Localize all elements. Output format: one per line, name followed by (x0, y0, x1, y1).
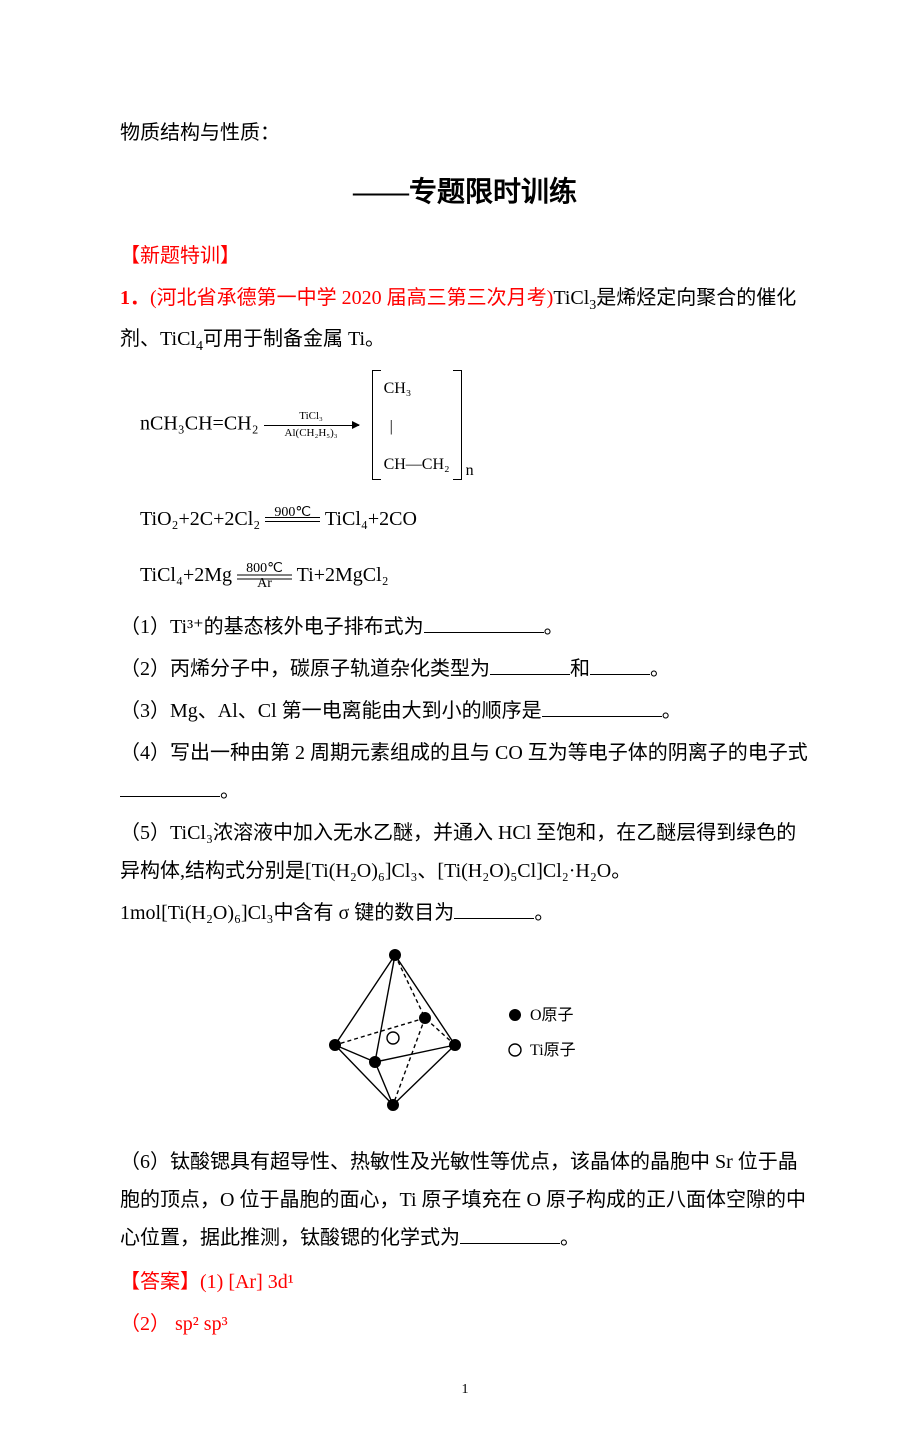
sub-question-1: （1）Ti³⁺的基态核外电子排布式为 。 (120, 608, 810, 646)
poly-top: CH₃ (384, 380, 412, 397)
p5b-end: 。 (534, 902, 554, 924)
document-page: 物质结构与性质： ——专题限时训练 【新题特训】 1．(河北省承德第一中学 20… (0, 0, 920, 1444)
p4-end: 。 (220, 780, 240, 802)
sub-question-2: （2）丙烯分子中，碳原子轨道杂化类型为 和 。 (120, 650, 810, 688)
question-1-intro: 1．(河北省承德第一中学 2020 届高三第三次月考)TiCl3是烯烃定向聚合的… (120, 279, 810, 360)
eq1-catalyst-bot: Al(CH₂H₅)₃ (264, 423, 359, 444)
p2-text: （2）丙烯分子中，碳原子轨道杂化类型为 (120, 658, 490, 680)
blank-6 (460, 1223, 560, 1244)
eq3-right: Ti+2MgCl₂ (297, 564, 389, 586)
answer-label: 【答案】 (120, 1271, 200, 1293)
eq2-right: TiCl₄+2CO (325, 508, 417, 530)
eq3-atmos: Ar (237, 571, 292, 598)
p3-text: （3）Mg、Al、Cl 第一电离能由大到小的顺序是 (120, 700, 542, 722)
answer-line-1: 【答案】(1) [Ar] 3d¹ (120, 1263, 810, 1301)
blank-2a (490, 654, 570, 675)
p2-end: 。 (650, 658, 670, 680)
eq3-left: TiCl₄+2Mg (140, 564, 232, 586)
sub-question-3: （3）Mg、Al、Cl 第一电离能由大到小的顺序是 。 (120, 692, 810, 730)
sub-question-4: （4）写出一种由第 2 周期元素组成的且与 CO 互为等电子体的阴离子的电子式。 (120, 734, 810, 810)
poly-bot: CH—CH₂ (384, 456, 450, 473)
legend-ti-label: Ti原子 (530, 1041, 576, 1059)
blank-5 (454, 898, 534, 919)
poly-vert: | (384, 418, 393, 435)
legend-o-label: O原子 (530, 1006, 574, 1024)
page-title: ——专题限时训练 (120, 166, 810, 219)
p5b-pre: 1mol[Ti(H₂O)₆]Cl₃中含有 σ 键的数目为 (120, 902, 454, 924)
eq2-condition: 900℃ (265, 506, 320, 536)
sub-question-6: （6）钛酸锶具有超导性、热敏性及光敏性等优点，该晶体的晶胞中 Sr 位于晶胞的顶… (120, 1143, 810, 1257)
answer-2a: （2） sp² (120, 1313, 199, 1335)
blank-3 (542, 696, 662, 717)
intro-text-c: 可用于制备金属 Ti。 (203, 328, 385, 350)
page-number: 1 (120, 1377, 810, 1404)
equation-3: TiCl₄+2Mg 800℃ Ar Ti+2MgCl₂ (140, 556, 810, 594)
polymer-block: CH₃ | CH—CH₂ n (370, 368, 464, 482)
blank-4 (120, 776, 220, 797)
eq1-left: nCH₃CH=CH₂ (140, 413, 259, 435)
p6-end: 。 (560, 1227, 580, 1249)
eq1-arrow: TiCl₃ Al(CH₂H₅)₃ (264, 410, 359, 440)
answer-2b: sp³ (199, 1313, 228, 1335)
eq3-condition: 800℃ Ar (237, 562, 292, 592)
blank-2b (590, 654, 650, 675)
octahedron-diagram: O原子 Ti原子 (120, 940, 810, 1133)
p1-text: （1）Ti³⁺的基态核外电子排布式为 (120, 616, 424, 638)
p2-mid: 和 (570, 658, 590, 680)
answer-1: (1) [Ar] 3d¹ (200, 1271, 294, 1293)
question-number: 1． (120, 287, 150, 309)
p4-text: （4）写出一种由第 2 周期元素组成的且与 CO 互为等电子体的阴离子的电子式 (120, 742, 808, 764)
blank-1 (424, 612, 544, 633)
poly-sub-n: n (466, 456, 474, 486)
equation-2: TiO₂+2C+2Cl₂ 900℃ TiCl₄+2CO (140, 500, 810, 538)
p3-end: 。 (662, 700, 682, 722)
header-line: 物质结构与性质： (120, 114, 810, 152)
equation-1: nCH₃CH=CH₂ TiCl₃ Al(CH₂H₅)₃ CH₃ | CH—CH₂… (140, 368, 810, 482)
p1-end: 。 (544, 616, 564, 638)
answer-block: 【答案】(1) [Ar] 3d¹ （2） sp² sp³ (120, 1263, 810, 1343)
answer-line-2: （2） sp² sp³ (120, 1305, 810, 1343)
sub-question-5b: 1mol[Ti(H₂O)₆]Cl₃中含有 σ 键的数目为 。 (120, 894, 810, 932)
sub-question-5a: （5）TiCl₃浓溶液中加入无水乙醚，并通入 HCl 至饱和，在乙醚层得到绿色的… (120, 814, 810, 890)
section-tag: 【新题特训】 (120, 237, 810, 275)
question-source: (河北省承德第一中学 2020 届高三第三次月考) (150, 287, 553, 309)
intro-text-a: TiCl (553, 287, 589, 309)
eq2-left: TiO₂+2C+2Cl₂ (140, 508, 260, 530)
sub-4: 4 (196, 339, 203, 354)
